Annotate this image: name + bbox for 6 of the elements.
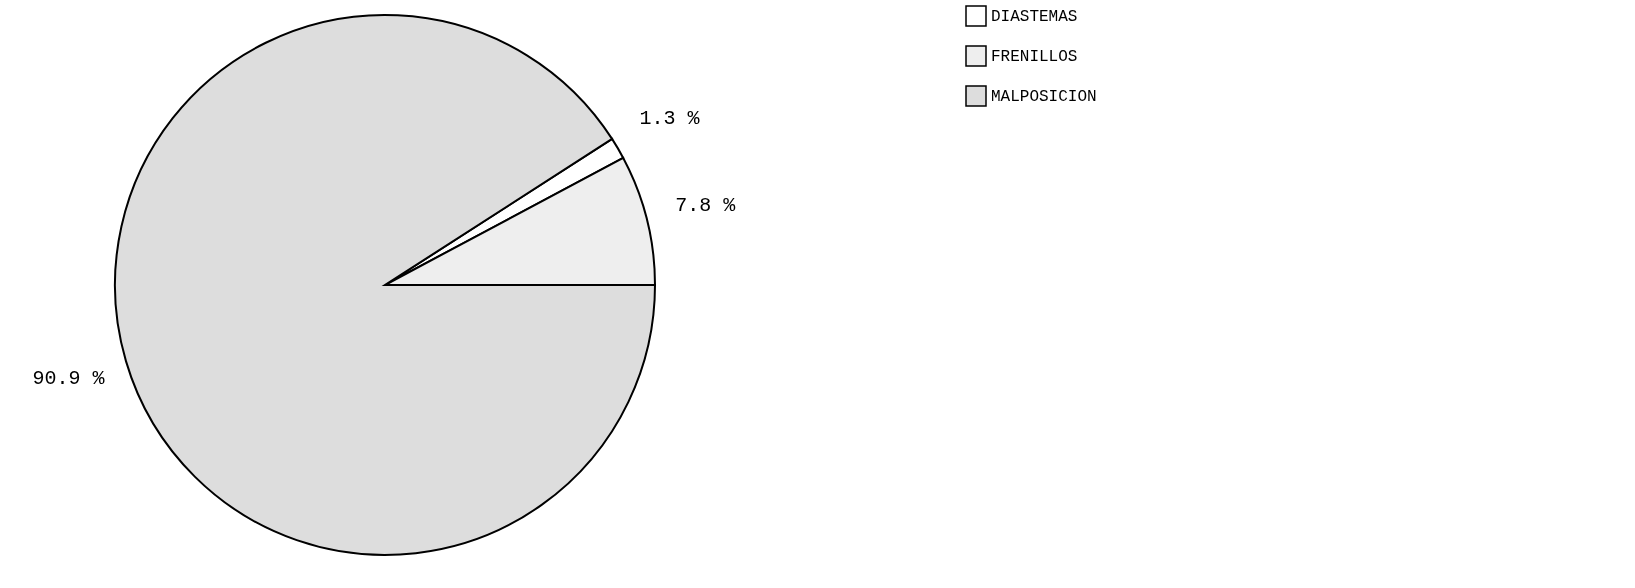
legend-label: MALPOSICION [991,88,1097,106]
data-label: 90.9 % [32,367,106,391]
data-label: 1.3 % [639,106,701,130]
data-label: 7.8 % [675,193,737,217]
legend-label: DIASTEMAS [991,8,1078,26]
legend-label: FRENILLOS [991,48,1078,66]
